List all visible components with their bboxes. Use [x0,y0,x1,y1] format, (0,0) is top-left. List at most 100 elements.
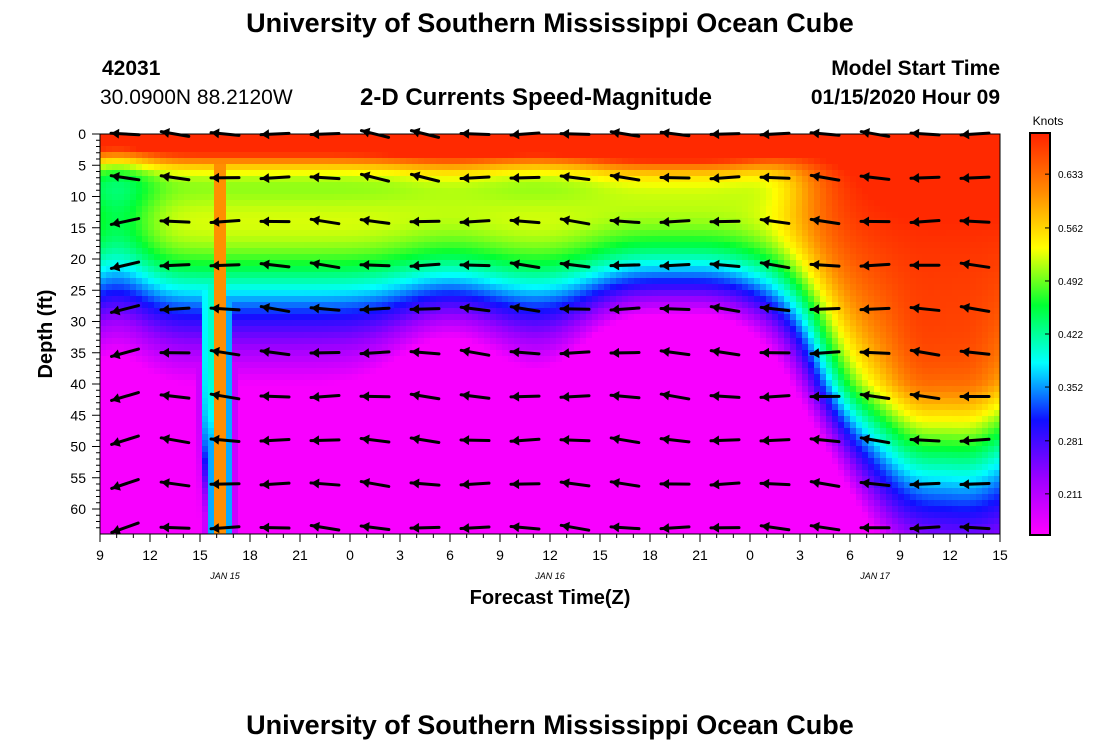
heat-cell [316,458,323,465]
heat-cell [376,170,383,177]
heat-cell [178,170,185,177]
heat-cell [232,164,239,171]
heat-cell [130,482,137,489]
heat-cell [250,416,257,423]
heat-cell [166,482,173,489]
heat-cell [124,422,131,429]
heat-cell [418,170,425,177]
heat-cell [352,518,359,525]
heat-cell [286,476,293,483]
heat-cell [238,344,245,351]
heat-cell [328,272,335,279]
heat-cell [208,386,215,393]
heat-cell [514,212,521,219]
heat-cell [256,488,263,495]
heat-cell [400,260,407,267]
heat-cell [502,278,509,285]
heat-cell [226,176,233,183]
heat-cell [130,224,137,231]
heat-cell [508,428,515,435]
heat-cell [454,374,461,381]
heat-cell [526,476,533,483]
heat-cell [226,464,233,471]
heat-cell [436,422,443,429]
heat-cell [394,476,401,483]
heat-cell [250,224,257,231]
heat-cell [202,404,209,411]
heat-cell [322,242,329,249]
heat-cell [448,194,455,201]
heat-cell [460,494,467,501]
heat-cell [520,326,527,333]
heat-cell [250,512,257,519]
heat-cell [532,368,539,375]
heat-cell [184,248,191,255]
heat-cell [154,254,161,261]
heat-cell [412,428,419,435]
heat-cell [346,356,353,363]
heat-cell [352,284,359,291]
heat-cell [208,272,215,279]
heat-cell [412,296,419,303]
heat-cell [394,158,401,165]
heat-cell [154,434,161,441]
heat-cell [430,314,437,321]
heat-cell [448,164,455,171]
heat-cell [310,416,317,423]
heat-cell [202,290,209,297]
heat-cell [124,518,131,525]
heat-cell [460,398,467,405]
heat-cell [118,296,125,303]
heat-cell [394,188,401,195]
heat-cell [412,194,419,201]
heat-cell [154,200,161,207]
heat-cell [502,422,509,429]
heat-cell [448,290,455,297]
heat-cell [526,428,533,435]
heat-cell [244,380,251,387]
heat-cell [226,410,233,417]
heat-cell [262,224,269,231]
heat-cell [322,446,329,453]
heat-cell [406,224,413,231]
heatmap-layer [100,134,1000,534]
heat-cell [100,368,107,375]
heat-cell [166,440,173,447]
heat-cell [112,362,119,369]
heat-cell [322,302,329,309]
heat-cell [406,476,413,483]
heat-cell [424,476,431,483]
heat-cell [352,422,359,429]
heat-cell [538,224,545,231]
heat-cell [160,224,167,231]
heat-cell [118,518,125,525]
heat-cell [238,356,245,363]
heat-cell [448,482,455,489]
heat-cell [142,224,149,231]
heat-cell [130,236,137,243]
heat-cell [484,422,491,429]
heat-cell [166,290,173,297]
heat-cell [202,194,209,201]
heat-cell [160,410,167,417]
heat-cell [520,164,527,171]
heat-cell [148,242,155,249]
heat-cell [214,368,221,375]
heat-cell [544,206,551,213]
heat-cell [148,158,155,165]
heat-cell [220,164,227,171]
heat-cell [304,140,311,147]
heat-cell [196,428,203,435]
heat-cell [106,410,113,417]
heat-cell [508,314,515,321]
heat-cell [340,434,347,441]
heat-cell [472,362,479,369]
heat-cell [328,320,335,327]
heat-cell [106,428,113,435]
heat-cell [244,458,251,465]
heat-cell [154,146,161,153]
heat-cell [430,278,437,285]
heat-cell [100,164,107,171]
heat-cell [106,338,113,345]
heat-cell [196,422,203,429]
